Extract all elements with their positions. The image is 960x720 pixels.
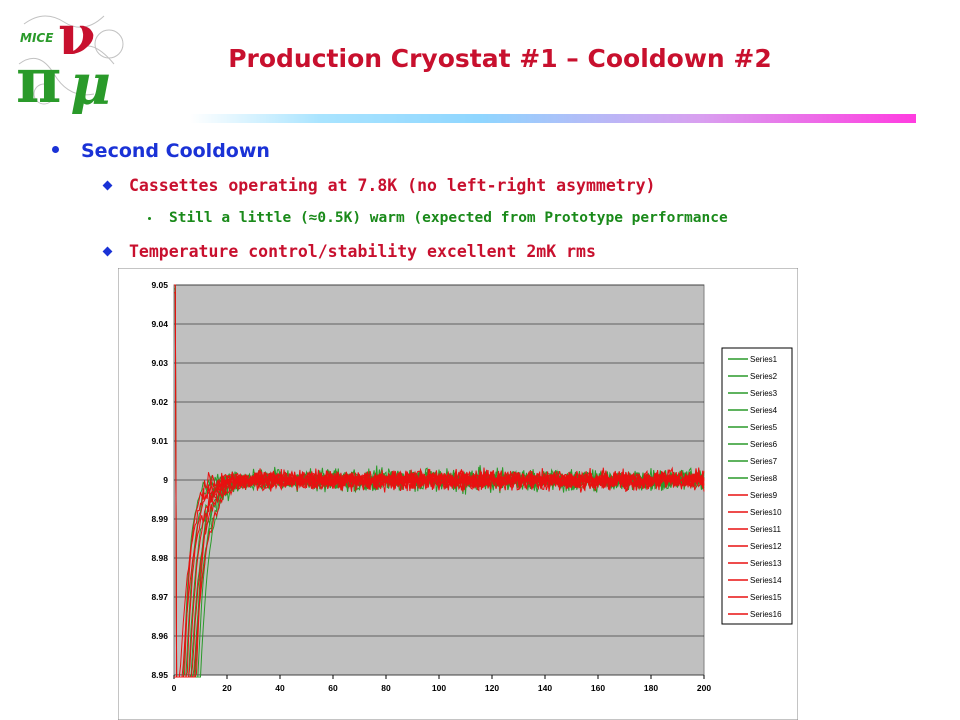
bullet-level2-a-text: Cassettes operating at 7.8K (no left-rig…: [129, 176, 656, 195]
mice-logo: MICE π ν μ: [14, 4, 134, 114]
legend-label: Series13: [750, 559, 782, 568]
x-tick-label: 100: [432, 683, 446, 693]
bullet-dot-icon: [52, 146, 59, 153]
bullet-level2-a: Cassettes operating at 7.8K (no left-rig…: [102, 176, 656, 195]
legend-label: Series9: [750, 491, 778, 500]
x-tick-label: 180: [644, 683, 658, 693]
y-tick-label: 9.01: [151, 436, 168, 446]
y-tick-label: 8.99: [151, 514, 168, 524]
x-tick-label: 40: [275, 683, 285, 693]
x-tick-label: 20: [222, 683, 232, 693]
bullet-level2-b-text: Temperature control/stability excellent …: [129, 242, 596, 261]
legend-label: Series15: [750, 593, 782, 602]
svg-text:ν: ν: [58, 4, 95, 67]
y-tick-label: 9: [163, 475, 168, 485]
legend-label: Series2: [750, 372, 778, 381]
bullet-small-dot-icon: [148, 216, 151, 220]
title-divider: [190, 114, 916, 123]
y-tick-label: 8.98: [151, 553, 168, 563]
legend-box: [721, 347, 793, 625]
x-tick-label: 160: [591, 683, 605, 693]
y-tick-label: 9.05: [151, 280, 168, 290]
legend-label: Series14: [750, 576, 782, 585]
y-tick-label: 9.02: [151, 397, 168, 407]
bullet-diamond-icon: [102, 180, 113, 191]
legend: Series1 Series2 Series3 Series4 Series5 Serie…: [721, 347, 793, 625]
legend-label: Series11: [750, 525, 782, 534]
x-tick-label: 200: [697, 683, 711, 693]
legend-label: Series3: [750, 389, 778, 398]
series-lines: [174, 284, 705, 678]
x-axis-ticks: 0 20 40 60 80 100 120 140 160 180 200: [172, 675, 711, 693]
temperature-chart: 9.05 9.04 9.03 9.02 9.01 9 8.99 8.98 8.97 8.96 8.9…: [118, 268, 798, 720]
x-tick-label: 60: [328, 683, 338, 693]
legend-label: Series1: [750, 355, 778, 364]
bullet-level1-text: Second Cooldown: [81, 140, 270, 162]
legend-label: Series8: [750, 474, 778, 483]
y-tick-label: 9.03: [151, 358, 168, 368]
x-tick-label: 0: [172, 683, 177, 693]
legend-label: Series4: [750, 406, 778, 415]
bullet-level3: Still a little (≈0.5K) warm (expected fr…: [148, 210, 728, 226]
y-axis-ticks: 9.05 9.04 9.03 9.02 9.01 9 8.99 8.98 8.97 8.96 8.9…: [151, 280, 168, 680]
svg-text:μ: μ: [70, 52, 111, 114]
logo-text: MICE: [20, 31, 54, 45]
x-tick-label: 140: [538, 683, 552, 693]
legend-label: Series16: [750, 610, 782, 619]
bullet-level3-text: Still a little (≈0.5K) warm (expected fr…: [169, 210, 728, 226]
legend-label: Series7: [750, 457, 778, 466]
x-tick-label: 80: [381, 683, 391, 693]
y-tick-label: 8.95: [151, 670, 168, 680]
legend-label: Series12: [750, 542, 782, 551]
page-title: Production Cryostat #1 – Cooldown #2: [228, 44, 772, 73]
bullet-diamond-icon: [102, 246, 113, 257]
legend-label: Series10: [750, 508, 782, 517]
svg-text:π: π: [16, 44, 61, 114]
y-tick-label: 9.04: [151, 319, 168, 329]
legend-label: Series5: [750, 423, 778, 432]
series-line-16: [174, 467, 705, 678]
x-tick-label: 120: [485, 683, 499, 693]
bullet-level1: Second Cooldown: [52, 140, 270, 162]
y-tick-label: 8.97: [151, 592, 168, 602]
legend-label: Series6: [750, 440, 778, 449]
y-tick-label: 8.96: [151, 631, 168, 641]
bullet-level2-b: Temperature control/stability excellent …: [102, 242, 596, 261]
